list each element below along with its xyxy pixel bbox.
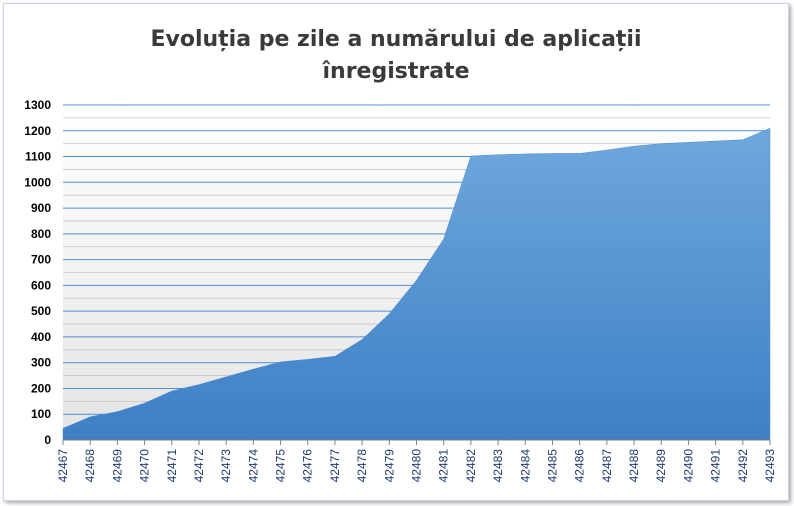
y-tick-label: 1100 xyxy=(25,150,51,164)
data-point xyxy=(279,361,281,363)
area-series xyxy=(62,127,771,441)
y-tick-label: 900 xyxy=(31,201,51,215)
y-tick-label: 800 xyxy=(31,227,51,241)
x-tick-label: 42492 xyxy=(736,449,750,483)
y-tick-label: 1200 xyxy=(24,124,51,138)
data-point xyxy=(769,127,771,129)
x-tick-label: 42473 xyxy=(219,449,233,483)
x-tick-label: 42493 xyxy=(763,449,777,483)
data-point xyxy=(307,358,309,360)
data-point xyxy=(415,279,417,281)
x-tick-label: 42488 xyxy=(627,449,641,483)
x-tick-label: 42485 xyxy=(545,449,559,483)
x-tick-label: 42487 xyxy=(600,449,614,483)
data-point xyxy=(687,141,689,143)
data-point xyxy=(62,427,64,429)
data-point xyxy=(143,402,145,404)
y-tick-label: 700 xyxy=(31,253,51,267)
data-point xyxy=(252,368,254,370)
x-tick-label: 42477 xyxy=(328,449,342,483)
data-point xyxy=(714,140,716,142)
y-tick-label: 0 xyxy=(44,433,51,447)
x-tick-label: 42478 xyxy=(355,449,369,483)
chart-title-line-2: înregistrate xyxy=(321,59,469,84)
data-point xyxy=(551,152,553,154)
data-point xyxy=(442,238,444,240)
data-point xyxy=(633,145,635,147)
x-tick-label: 42472 xyxy=(192,449,206,483)
x-tick-label: 42471 xyxy=(165,449,179,483)
y-tick-label: 600 xyxy=(31,278,51,292)
data-point xyxy=(742,139,744,141)
data-point xyxy=(524,153,526,155)
x-tick-label: 42483 xyxy=(491,449,505,483)
y-tick-label: 1000 xyxy=(24,175,51,189)
chart-frame: Evoluția pe zile a numărului de aplicați… xyxy=(3,3,789,501)
x-tick-label: 42480 xyxy=(410,449,424,483)
x-tick-label: 42474 xyxy=(246,449,260,483)
data-point xyxy=(225,376,227,378)
data-point xyxy=(388,313,390,315)
y-tick-label: 500 xyxy=(31,304,51,318)
data-point xyxy=(361,338,363,340)
x-tick-label: 42490 xyxy=(681,449,695,483)
data-point xyxy=(116,410,118,412)
y-tick-label: 300 xyxy=(31,356,51,370)
x-tick-label: 42486 xyxy=(573,449,587,483)
x-tick-label: 42491 xyxy=(709,449,723,483)
data-point xyxy=(578,152,580,154)
x-tick-label: 42482 xyxy=(464,449,478,483)
x-tick-label: 42470 xyxy=(138,449,152,483)
y-tick-label: 1300 xyxy=(24,98,51,112)
data-point xyxy=(470,155,472,157)
x-tick-label: 42481 xyxy=(437,449,451,483)
x-tick-label: 42484 xyxy=(518,449,532,483)
data-point xyxy=(606,149,608,151)
y-axis: 0 100 200 300 400 500 600 700 800 900 1000 1100 1200… xyxy=(24,98,51,447)
data-point xyxy=(660,142,662,144)
data-point xyxy=(198,383,200,385)
x-axis: 42467 42468 42469 42470 42471 42472 42473 42474… xyxy=(56,440,777,482)
y-tick-label: 400 xyxy=(31,330,51,344)
x-tick-label: 42476 xyxy=(301,449,315,483)
x-tick-label: 42469 xyxy=(110,449,124,483)
x-tick-label: 42468 xyxy=(83,449,97,483)
data-point xyxy=(334,355,336,357)
x-tick-label: 42489 xyxy=(654,449,668,483)
x-tick-label: 42467 xyxy=(56,449,70,483)
chart-title-line-1: Evoluția pe zile a numărului de aplicați… xyxy=(150,27,641,52)
x-tick-label: 42479 xyxy=(382,449,396,483)
data-point xyxy=(171,390,173,392)
data-point xyxy=(497,154,499,156)
y-tick-label: 200 xyxy=(31,381,51,395)
y-tick-label: 100 xyxy=(31,407,51,421)
x-tick-label: 42475 xyxy=(274,449,288,483)
data-point xyxy=(89,416,91,418)
area-chart: Evoluția pe zile a numărului de aplicați… xyxy=(24,27,777,482)
